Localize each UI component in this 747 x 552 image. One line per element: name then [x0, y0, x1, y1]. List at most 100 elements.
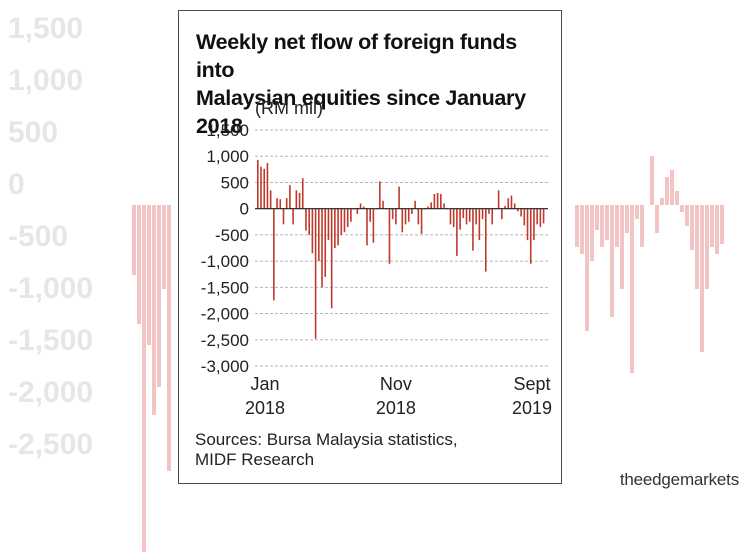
- data-bar: [346, 208, 349, 228]
- y-axis-unit-label: (RM mil): [255, 98, 323, 118]
- background-bar: [665, 177, 669, 205]
- data-bar: [388, 208, 391, 264]
- background-bar: [700, 205, 704, 352]
- y-tick-label: -1,500: [201, 278, 249, 297]
- data-bar: [324, 208, 327, 277]
- data-bar: [301, 178, 304, 209]
- data-bar: [391, 208, 394, 220]
- data-bar: [318, 208, 320, 262]
- data-bar: [269, 190, 272, 209]
- background-tick-label: -2,000: [8, 376, 94, 409]
- data-bar: [305, 208, 307, 231]
- data-bar: [452, 208, 455, 228]
- data-bar: [507, 198, 510, 209]
- data-bar: [436, 192, 439, 209]
- background-bar: [605, 205, 609, 240]
- background-bar: [685, 205, 689, 226]
- data-bar: [327, 208, 330, 241]
- background-bar: [142, 205, 146, 552]
- data-bar: [398, 186, 400, 209]
- background-bar: [715, 205, 719, 254]
- data-bar: [440, 193, 442, 209]
- data-bar: [334, 208, 336, 248]
- data-bar: [330, 208, 333, 309]
- background-tick-label: 500: [8, 116, 59, 149]
- y-tick-label: 500: [221, 173, 249, 192]
- y-tick-label: -2,000: [201, 305, 249, 324]
- background-bar: [670, 170, 674, 205]
- data-bar: [513, 203, 516, 209]
- data-bar: [414, 200, 416, 209]
- background-bar: [575, 205, 579, 247]
- data-bar: [449, 208, 452, 225]
- background-bar: [615, 205, 619, 247]
- data-bar: [404, 208, 407, 225]
- data-bar: [285, 198, 288, 209]
- data-bar: [481, 208, 484, 220]
- title-line-1: Weekly net flow of foreign funds into: [196, 30, 517, 82]
- y-tick-label: 1,000: [206, 147, 249, 166]
- data-bar: [311, 208, 314, 254]
- background-tick-label: -1,500: [8, 324, 94, 357]
- data-bar: [273, 208, 275, 301]
- data-bar: [542, 208, 545, 224]
- data-bar: [433, 193, 436, 209]
- data-bar: [430, 202, 432, 209]
- background-bar: [600, 205, 604, 247]
- data-bar: [411, 208, 413, 214]
- data-bar: [520, 208, 522, 217]
- data-bar: [276, 198, 278, 209]
- data-bar: [337, 208, 339, 246]
- background-bar: [620, 205, 624, 289]
- data-bar: [526, 208, 529, 241]
- data-bar: [420, 208, 423, 234]
- data-bar: [372, 208, 375, 243]
- background-bar: [695, 205, 699, 289]
- data-bar: [356, 208, 359, 214]
- source-line-2: MIDF Research: [195, 450, 315, 469]
- background-tick-label: 1,500: [8, 12, 84, 45]
- data-bar: [260, 166, 262, 209]
- background-bar: [595, 205, 599, 231]
- source-line-1: Sources: Bursa Malaysia statistics,: [195, 430, 458, 449]
- data-bar: [497, 190, 500, 209]
- background-bar: [625, 205, 629, 233]
- background-bar: [705, 205, 709, 289]
- background-bar: [162, 205, 166, 289]
- data-bar: [484, 208, 487, 272]
- data-bar: [314, 208, 317, 339]
- data-bar: [443, 203, 445, 209]
- background-bar: [630, 205, 634, 373]
- bar-chart: 1,500 1,000 500 0 -500 -1,000 -1,500 -2,000 -2,5…: [201, 121, 552, 418]
- data-bar: [395, 208, 397, 225]
- background-bar: [610, 205, 614, 317]
- data-bar: [321, 208, 323, 288]
- x-tick-year-label: 2018: [245, 398, 285, 418]
- data-bar: [350, 208, 352, 222]
- background-bar: [640, 205, 644, 247]
- data-bar: [459, 208, 461, 230]
- background-bar: [690, 205, 694, 250]
- background-bar: [132, 205, 136, 275]
- x-tick-label: Jan: [250, 374, 279, 394]
- data-bar: [523, 208, 526, 226]
- data-bar: [401, 208, 404, 233]
- y-tick-label: -500: [215, 226, 249, 245]
- data-bar: [379, 181, 381, 209]
- chart-title: Weekly net flow of foreign funds into Ma…: [196, 28, 556, 140]
- data-bar: [266, 163, 269, 209]
- data-bar: [427, 206, 429, 209]
- background-tick-label: 0: [8, 168, 25, 201]
- y-tick-label: 1,500: [206, 121, 249, 140]
- data-bar: [491, 208, 494, 225]
- background-bar: [137, 205, 141, 324]
- data-bar: [279, 199, 282, 209]
- data-bar: [340, 208, 343, 235]
- y-tick-label: -1,000: [201, 252, 249, 271]
- data-bar: [417, 208, 420, 225]
- x-tick-year-label: 2018: [376, 398, 416, 418]
- data-bar: [263, 168, 266, 209]
- chart-card: [178, 10, 562, 484]
- data-bar: [359, 203, 362, 209]
- background-bar: [167, 205, 171, 471]
